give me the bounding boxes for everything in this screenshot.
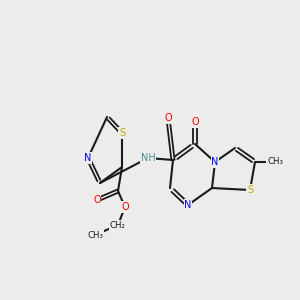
Text: N: N	[184, 200, 192, 210]
Text: CH₂: CH₂	[110, 220, 126, 230]
Text: O: O	[121, 202, 129, 212]
Text: O: O	[191, 117, 199, 127]
Text: O: O	[93, 195, 101, 205]
Text: CH₃: CH₃	[87, 230, 103, 239]
Text: NH: NH	[141, 153, 155, 163]
Text: N: N	[84, 153, 92, 163]
Text: N: N	[211, 157, 219, 167]
Text: O: O	[164, 113, 172, 123]
Text: S: S	[247, 185, 253, 195]
Text: S: S	[119, 128, 125, 138]
Text: CH₃: CH₃	[267, 158, 283, 166]
